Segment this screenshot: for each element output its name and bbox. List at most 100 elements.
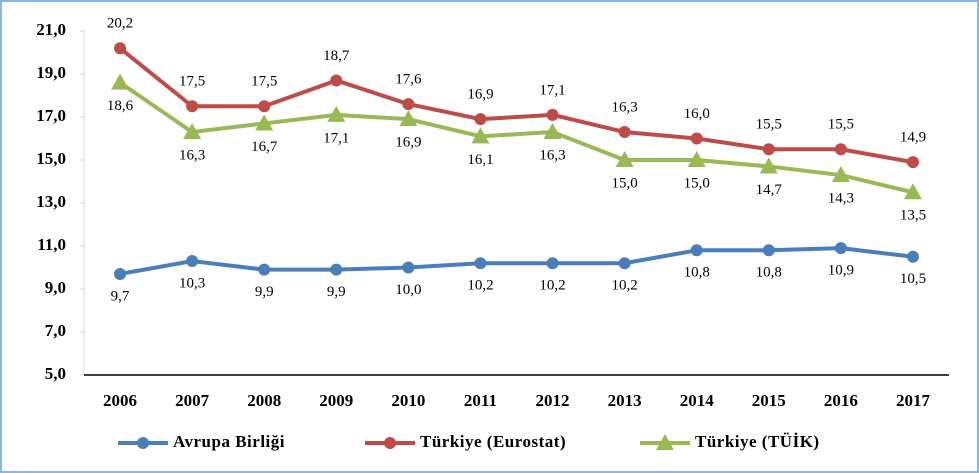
data-label: 16,3 — [179, 147, 205, 163]
data-label: 9,9 — [327, 284, 346, 300]
data-point — [906, 156, 919, 169]
legend-marker — [384, 437, 396, 449]
data-label: 10,5 — [900, 271, 926, 287]
data-label: 16,0 — [684, 106, 710, 122]
data-point — [834, 242, 847, 255]
y-tick-label: 21,0 — [36, 20, 66, 39]
data-point — [618, 126, 631, 139]
data-label: 16,7 — [251, 139, 278, 155]
data-label: 20,2 — [107, 16, 133, 32]
data-point — [543, 123, 562, 140]
y-tick-label: 11,0 — [37, 235, 66, 254]
y-tick-label: 5,0 — [45, 364, 66, 383]
data-point — [618, 257, 631, 270]
data-point — [546, 108, 559, 121]
series-line — [118, 46, 914, 165]
series-line — [118, 80, 914, 195]
data-label: 10,3 — [179, 275, 205, 291]
data-point — [831, 166, 850, 183]
data-point — [615, 151, 634, 167]
x-tick-label: 2006 — [103, 391, 137, 410]
data-label: 16,9 — [467, 87, 493, 103]
data-label: 10,0 — [395, 282, 421, 298]
data-point — [183, 123, 202, 140]
x-tick-label: 2017 — [896, 391, 931, 410]
y-tick-label: 9,0 — [45, 278, 66, 297]
data-point — [762, 244, 775, 257]
data-point — [114, 42, 127, 55]
data-label: 17,5 — [251, 74, 277, 90]
data-label: 16,1 — [467, 152, 493, 168]
x-tick-label: 2015 — [752, 391, 786, 410]
data-point — [402, 261, 415, 274]
data-point — [762, 143, 775, 156]
data-label: 14,7 — [756, 182, 783, 198]
data-label: 10,8 — [756, 265, 782, 281]
data-point — [330, 74, 343, 87]
y-tick-label: 13,0 — [36, 192, 66, 211]
data-label: 14,3 — [828, 190, 854, 206]
data-label: 16,3 — [539, 147, 565, 163]
data-point — [111, 73, 130, 90]
x-tick-label: 2012 — [536, 391, 570, 410]
data-label: 17,1 — [539, 82, 565, 98]
x-tick-label: 2007 — [175, 391, 210, 410]
data-point — [402, 98, 415, 111]
legend-label: Türkiye (Eurostat) — [420, 432, 566, 451]
data-point — [255, 114, 274, 131]
data-label: 18,6 — [107, 98, 134, 114]
data-label: 13,5 — [900, 208, 926, 224]
data-point — [906, 250, 919, 263]
data-label: 17,1 — [323, 130, 349, 146]
data-label: 10,2 — [612, 278, 638, 294]
data-label: 9,9 — [255, 284, 274, 300]
data-label: 16,3 — [612, 99, 638, 115]
data-label: 16,9 — [395, 135, 421, 151]
data-label: 10,8 — [684, 265, 710, 281]
data-point — [903, 183, 922, 200]
data-label: 15,5 — [756, 117, 782, 133]
data-label: 17,6 — [395, 72, 422, 88]
data-label: 10,2 — [467, 278, 493, 294]
y-tick-label: 19,0 — [36, 63, 66, 82]
data-point — [186, 255, 199, 268]
legend-label: Avrupa Birliği — [173, 432, 285, 451]
data-label: 14,9 — [900, 130, 926, 146]
y-tick-label: 15,0 — [36, 149, 66, 168]
data-label: 18,7 — [323, 48, 350, 64]
data-label: 15,0 — [612, 175, 638, 191]
data-point — [114, 267, 127, 280]
data-point — [327, 105, 346, 122]
data-point — [690, 244, 703, 257]
data-point — [258, 100, 271, 113]
data-point — [186, 100, 199, 113]
data-point — [546, 257, 559, 270]
x-tick-label: 2014 — [680, 391, 715, 410]
data-point — [687, 151, 706, 167]
data-point — [471, 127, 490, 144]
data-point — [759, 157, 778, 174]
data-label: 10,9 — [828, 263, 854, 279]
data-point — [474, 257, 487, 270]
data-label: 9,7 — [111, 288, 130, 304]
data-point — [474, 113, 487, 126]
y-tick-label: 7,0 — [45, 321, 66, 340]
y-tick-label: 17,0 — [36, 106, 66, 125]
x-tick-label: 2011 — [464, 391, 497, 410]
x-tick-label: 2009 — [319, 391, 353, 410]
data-point — [330, 263, 343, 276]
data-label: 15,5 — [828, 117, 854, 133]
legend-marker — [137, 437, 149, 449]
legend-marker — [656, 434, 674, 450]
x-tick-label: 2010 — [391, 391, 425, 410]
data-label: 15,0 — [684, 175, 710, 191]
x-tick-label: 2013 — [608, 391, 642, 410]
series-line — [119, 246, 914, 276]
data-label: 17,5 — [179, 74, 205, 90]
data-point — [690, 132, 703, 145]
x-tick-label: 2016 — [824, 391, 858, 410]
data-point — [399, 110, 418, 127]
data-label: 10,2 — [539, 278, 565, 294]
